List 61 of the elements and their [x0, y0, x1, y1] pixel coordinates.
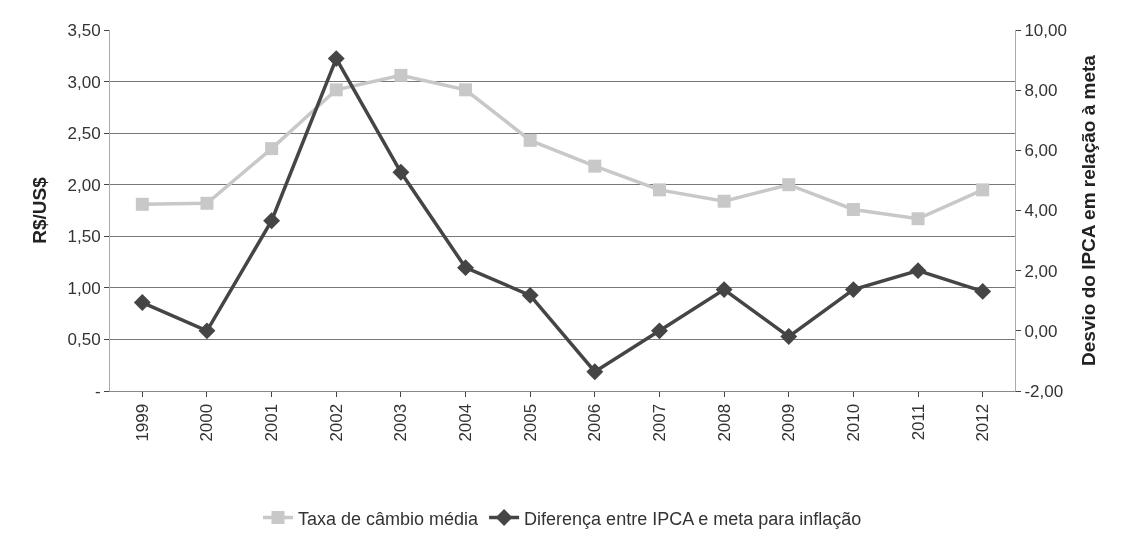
- x-tick-label: 2008: [714, 403, 734, 442]
- point: [459, 83, 473, 97]
- point: [265, 142, 279, 156]
- y2-tick-label: 6,00: [1024, 141, 1058, 161]
- y-tick-label: 3,00: [67, 72, 101, 92]
- legend-label: Taxa de câmbio média: [298, 508, 480, 529]
- point: [652, 183, 666, 197]
- y-tick-label: 2,50: [67, 124, 101, 144]
- point: [329, 83, 343, 97]
- point: [651, 322, 668, 340]
- x-tick-label: 2012: [973, 403, 993, 442]
- point: [911, 212, 925, 226]
- point: [586, 363, 604, 381]
- y2-tick-label: 4,00: [1024, 201, 1058, 221]
- x-tick-label: 2001: [262, 403, 282, 442]
- point: [392, 163, 410, 181]
- x-tick-label: 2002: [326, 403, 346, 442]
- point: [200, 196, 214, 210]
- point: [394, 68, 408, 82]
- y-tick-label: -: [94, 381, 101, 401]
- point: [974, 282, 992, 300]
- point: [198, 322, 216, 340]
- point: [523, 133, 537, 147]
- y2-tick-label: 0,00: [1024, 321, 1058, 341]
- y-tick-label: 2,00: [67, 175, 101, 195]
- y2-tick-label: -2,00: [1024, 381, 1064, 401]
- point: [976, 183, 990, 197]
- x-tick-label: 2007: [649, 403, 669, 442]
- point: [780, 328, 798, 345]
- x-tick-label: 2003: [391, 403, 411, 442]
- y-axis-title: R$/US$: [29, 176, 51, 244]
- y2-tick-label: 10,00: [1024, 20, 1067, 40]
- y-tick-label: 1,50: [67, 227, 101, 247]
- point: [909, 262, 927, 280]
- x-tick-label: 2011: [908, 403, 928, 441]
- point: [846, 202, 860, 216]
- point: [135, 197, 149, 211]
- x-tick-label: 2009: [779, 403, 799, 442]
- y-tick-label: 0,50: [67, 330, 101, 350]
- x-tick-label: 2006: [585, 403, 605, 442]
- y-tick-label: 1,00: [67, 278, 101, 298]
- y2-tick-label: 2,00: [1024, 261, 1058, 281]
- point: [327, 50, 345, 68]
- point: [263, 212, 281, 230]
- point: [133, 294, 151, 312]
- point: [457, 259, 474, 277]
- legend-label: Diferença entre IPCA e meta para inflação: [524, 508, 862, 529]
- x-tick-label: 2000: [197, 403, 217, 442]
- x-tick-label: 2004: [456, 403, 476, 442]
- y2-tick-label: 8,00: [1024, 81, 1058, 101]
- point: [717, 194, 731, 208]
- y-tick-label: 3,50: [67, 20, 101, 40]
- x-tick-label: 2010: [843, 403, 863, 442]
- point: [782, 178, 796, 192]
- x-tick-label: 2005: [520, 403, 540, 442]
- point: [521, 286, 539, 304]
- point: [844, 281, 862, 299]
- point: [588, 159, 602, 173]
- y2-axis-title: Desvio do IPCA em relação à meta: [1077, 54, 1099, 366]
- point: [715, 281, 733, 299]
- x-tick-label: 1999: [132, 403, 152, 442]
